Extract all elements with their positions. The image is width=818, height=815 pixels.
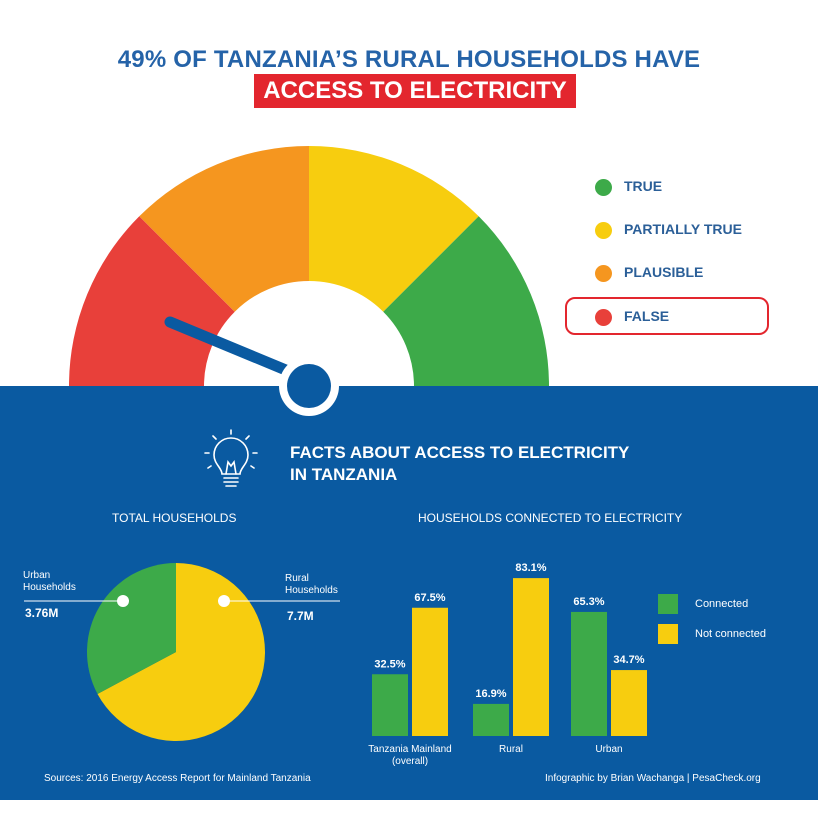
green-dot-icon [595,179,612,196]
legend-item-plausible: PLAUSIBLE [566,254,770,292]
gauge-segment-plausible [139,146,309,312]
footer-sources: Sources: 2016 Energy Access Report for M… [44,773,311,784]
bar-not-connected [412,607,448,736]
gauge-needle [164,316,311,384]
bar-category-label: Urban [595,744,622,755]
legend-label: PARTIALLY TRUE [624,221,742,237]
legend-item-true: TRUE [566,168,770,206]
red-dot-icon [595,309,612,326]
gauge-segment-partially-true [309,146,479,312]
pie-slice-rural [97,563,265,742]
pie-callout-dot-urban [117,595,129,607]
green-swatch-icon [658,594,678,614]
bar-value-label: 34.7% [613,654,644,666]
pie-value-rural: 7.7M [287,609,314,623]
legend-item-false-selected: FALSE [565,297,769,335]
bar-category-label: (overall) [392,756,428,767]
legend-label: FALSE [624,308,670,324]
pie-label-urban: Urban Households [23,570,76,593]
legend-label: PLAUSIBLE [624,264,704,280]
verdict-gauge [69,146,549,386]
bar-value-label: 67.5% [414,592,445,604]
bar-category-label: Rural [499,744,523,755]
yellow-swatch-icon [658,624,678,644]
bar-value-label: 16.9% [475,688,506,700]
pie-callout-dot-rural [218,595,230,607]
headline-line-2: ACCESS TO ELECTRICITY [254,74,576,108]
bar-connected [571,611,607,736]
gauge-hub [287,364,331,408]
bar-category-label: Tanzania Mainland [368,744,451,755]
yellow-dot-icon [595,222,612,239]
bar-connected [473,703,509,736]
orange-dot-icon [595,265,612,282]
bar-legend-label: Not connected [695,628,766,640]
bar-value-label: 83.1% [515,562,546,574]
bar-value-label: 32.5% [374,658,405,670]
pie-slice-urban [87,563,176,694]
pie-value-urban: 3.76M [25,606,59,620]
bar-not-connected [611,670,647,736]
bar-legend-label: Connected [695,598,749,610]
facts-title-line-2: IN TANZANIA [290,465,398,484]
footer-credit: Infographic by Brian Wachanga | PesaChec… [545,773,761,784]
bar-value-label: 65.3% [573,596,604,608]
gauge-segment-true [383,216,549,386]
lightbulb-icon [204,429,258,487]
legend-item-partially-true: PARTIALLY TRUE [566,211,770,249]
facts-title: FACTS ABOUT ACCESS TO ELECTRICITY IN TAN… [290,442,650,486]
pie-label-rural: Rural Households [285,573,338,596]
gauge-segment-false [69,216,235,386]
legend-label: TRUE [624,178,663,194]
gauge-needle-layer [164,316,331,408]
bottom-strip [0,800,818,815]
facts-title-line-1: FACTS ABOUT ACCESS TO ELECTRICITY [290,443,630,462]
bar-chart-title: HOUSEHOLDS CONNECTED TO ELECTRICITY [418,511,683,525]
headline-line-1: 49% OF TANZANIA’S RURAL HOUSEHOLDS HAVE [117,46,701,73]
pie-chart-title: TOTAL HOUSEHOLDS [112,511,237,525]
bar-connected [372,674,408,736]
bar-not-connected [513,578,549,736]
